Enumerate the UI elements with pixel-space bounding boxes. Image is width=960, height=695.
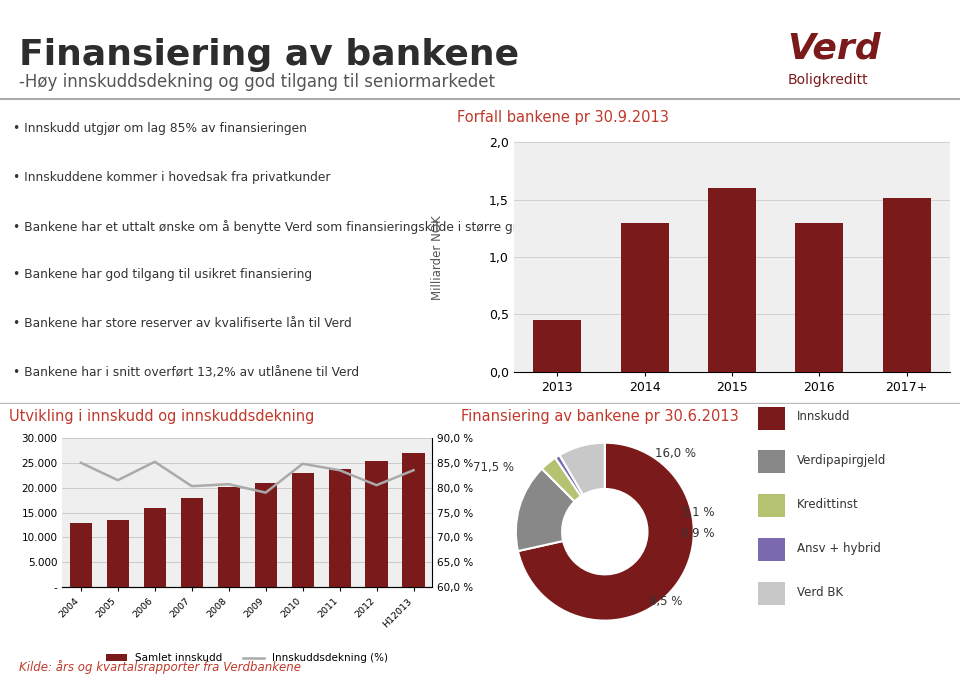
Bar	[882, 197, 931, 372]
Text: Ansv + hybrid: Ansv + hybrid	[797, 542, 880, 555]
Bar	[758, 582, 785, 605]
Text: Finansiering av bankene pr 30.6.2013: Finansiering av bankene pr 30.6.2013	[462, 409, 739, 425]
Wedge shape	[516, 468, 575, 551]
Text: -Høy innskuddsdekning og god tilgang til seniormarkedet: -Høy innskuddsdekning og god tilgang til…	[19, 73, 495, 91]
Bar	[328, 468, 350, 587]
Text: 0,9 %: 0,9 %	[682, 527, 715, 540]
Wedge shape	[555, 455, 583, 496]
Bar	[758, 450, 785, 473]
Wedge shape	[518, 443, 694, 621]
Text: 3,1 %: 3,1 %	[682, 505, 715, 518]
Bar	[758, 538, 785, 561]
Bar	[758, 407, 785, 430]
Bar	[107, 520, 129, 587]
Bar	[795, 222, 844, 372]
Bar	[180, 498, 203, 587]
Wedge shape	[560, 443, 605, 495]
Text: Utvikling i innskudd og innskuddsdekning: Utvikling i innskudd og innskuddsdekning	[9, 409, 314, 425]
Text: • Bankene har i snitt overført 13,2% av utlånene til Verd: • Bankene har i snitt overført 13,2% av …	[13, 366, 359, 379]
Bar	[402, 453, 424, 587]
Bar	[144, 507, 166, 587]
Text: Verd BK: Verd BK	[797, 586, 843, 598]
Bar	[292, 473, 314, 587]
Text: • Innskuddene kommer i hovedsak fra privatkunder: • Innskuddene kommer i hovedsak fra priv…	[13, 171, 331, 184]
Text: Kredittinst: Kredittinst	[797, 498, 858, 511]
Bar	[533, 320, 582, 372]
Text: Innskudd: Innskudd	[797, 411, 851, 423]
Text: • Bankene har store reserver av kvalifiserte lån til Verd: • Bankene har store reserver av kvalifis…	[13, 317, 352, 330]
Wedge shape	[541, 458, 581, 502]
Bar	[70, 523, 92, 587]
Text: Kilde: års og kvartalsrapporter fra Verdbankene: Kilde: års og kvartalsrapporter fra Verd…	[19, 660, 301, 674]
Text: Boligkreditt: Boligkreditt	[787, 73, 868, 87]
Text: • Innskudd utgjør om lag 85% av finansieringen: • Innskudd utgjør om lag 85% av finansie…	[13, 122, 307, 136]
Text: • Bankene har god tilgang til usikret finansiering: • Bankene har god tilgang til usikret fi…	[13, 268, 312, 281]
Text: • Bankene har et uttalt ønske om å benytte Verd som finansieringskilde i større : • Bankene har et uttalt ønske om å benyt…	[13, 220, 593, 234]
Bar	[366, 461, 388, 587]
Bar	[758, 494, 785, 517]
Text: 8,5 %: 8,5 %	[649, 594, 682, 607]
Bar	[254, 482, 276, 587]
Text: Forfall bankene pr 30.9.2013: Forfall bankene pr 30.9.2013	[457, 110, 669, 125]
Y-axis label: Milliarder NOK: Milliarder NOK	[431, 215, 444, 300]
Bar	[218, 487, 240, 587]
Text: 71,5 %: 71,5 %	[473, 461, 515, 474]
Text: Verd: Verd	[787, 31, 881, 65]
Text: Finansiering av bankene: Finansiering av bankene	[19, 38, 519, 72]
Bar	[708, 188, 756, 372]
Legend: Samlet innskudd, Innskuddsdekning (%): Samlet innskudd, Innskuddsdekning (%)	[102, 649, 393, 668]
Text: Verdipapirgjeld: Verdipapirgjeld	[797, 455, 886, 467]
Text: 16,0 %: 16,0 %	[656, 447, 696, 460]
Bar	[620, 222, 669, 372]
